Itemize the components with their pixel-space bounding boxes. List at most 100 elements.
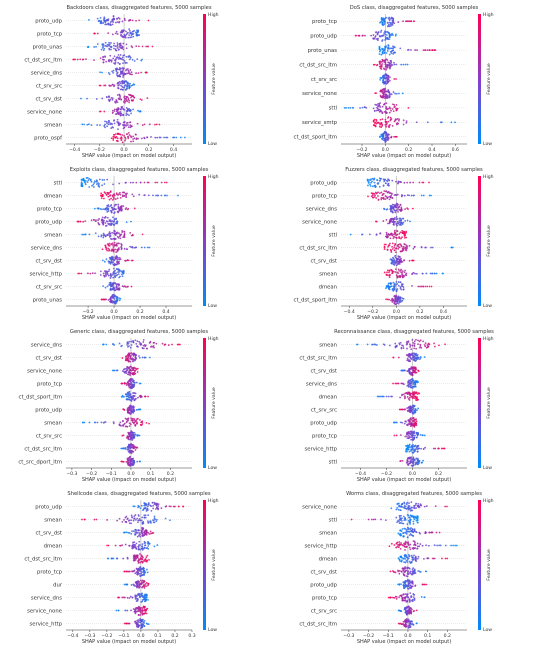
shap-point: [388, 274, 391, 277]
shap-point: [128, 443, 131, 446]
shap-point: [164, 181, 166, 184]
shap-point: [416, 409, 418, 412]
colorbar-high-label: High: [483, 336, 494, 342]
shap-point: [408, 450, 411, 453]
shap-point: [401, 459, 404, 462]
shap-point: [128, 369, 131, 372]
shap-point: [105, 258, 108, 261]
shap-point: [414, 444, 416, 447]
shap-point: [129, 460, 132, 463]
shap-point: [100, 192, 103, 195]
shap-point: [379, 76, 382, 79]
shap-point: [117, 61, 120, 64]
feature-label: proto_tcp: [37, 206, 63, 212]
shap-point: [117, 122, 120, 125]
shap-point: [407, 106, 410, 109]
shap-point: [400, 63, 403, 66]
shap-point: [108, 198, 111, 201]
shap-point: [384, 74, 386, 77]
shap-point: [410, 194, 413, 197]
shap-point: [402, 119, 405, 122]
shap-point: [405, 449, 408, 451]
shap-point: [420, 194, 423, 197]
shap-point: [417, 407, 420, 410]
shap-point: [150, 346, 152, 348]
shap-point: [107, 192, 110, 195]
shap-point: [377, 191, 379, 194]
shap-point: [128, 28, 131, 31]
shap-point: [413, 366, 416, 369]
shap-point: [125, 196, 128, 199]
shap-point: [418, 392, 420, 395]
x-tick-label: −0.2: [94, 147, 105, 153]
shap-point: [406, 393, 409, 395]
shap-point: [380, 77, 383, 79]
shap-point: [112, 557, 115, 560]
shap-point: [406, 450, 408, 453]
shap-point: [139, 569, 142, 572]
shap-point: [146, 520, 149, 523]
shap-point: [132, 459, 135, 462]
shap-point: [103, 47, 106, 50]
shap-point: [135, 137, 138, 140]
shap-point: [442, 272, 444, 275]
shap-point: [388, 233, 391, 236]
colorbar: [478, 338, 481, 468]
shap-point: [129, 464, 132, 466]
shap-point: [420, 246, 423, 249]
colorbar-high-label: High: [208, 12, 219, 18]
shap-point: [383, 59, 385, 62]
shap-point: [413, 194, 415, 197]
shap-point: [400, 206, 403, 209]
shap-point: [114, 45, 117, 48]
shap-point: [408, 194, 410, 197]
shap-point: [113, 224, 115, 227]
shap-point: [398, 223, 401, 226]
shap-point: [391, 49, 394, 52]
shap-point: [384, 243, 387, 246]
shap-point: [384, 90, 387, 93]
shap-point: [106, 96, 108, 99]
shap-point: [106, 18, 109, 21]
shap-point: [126, 393, 129, 396]
shap-point: [100, 235, 103, 238]
shap-point: [116, 283, 119, 285]
shap-point: [127, 437, 130, 440]
shap-point: [416, 380, 419, 383]
shap-point: [110, 197, 113, 200]
shap-point: [104, 21, 107, 24]
shap-point: [398, 206, 401, 208]
shap-point: [126, 518, 129, 521]
shap-point: [389, 208, 392, 211]
shap-point: [375, 192, 378, 195]
shap-point: [388, 92, 391, 95]
shap-point: [124, 61, 127, 64]
shap-point: [411, 422, 413, 425]
shap-point: [118, 68, 121, 71]
shap-point: [128, 340, 131, 343]
feature-label: service_http: [305, 446, 338, 452]
shap-point: [134, 367, 137, 370]
shap-point: [118, 247, 120, 249]
feature-label: proto_tcp: [312, 19, 338, 25]
shap-point: [390, 299, 392, 302]
shap-point: [113, 300, 116, 303]
x-axis-label: SHAP value (impact on model output): [357, 315, 451, 321]
shap-point: [87, 272, 89, 275]
shap-point: [387, 61, 389, 64]
shap-point: [141, 347, 144, 350]
shap-point: [376, 33, 379, 35]
shap-point: [108, 249, 110, 252]
shap-point: [378, 45, 381, 48]
shap-point: [382, 50, 385, 52]
shap-point: [122, 48, 125, 51]
shap-point: [395, 104, 398, 106]
shap-point: [361, 233, 364, 236]
shap-point: [396, 230, 398, 232]
shap-point: [133, 83, 136, 86]
shap-point: [158, 123, 161, 126]
shap-point: [382, 395, 385, 398]
shap-point: [388, 271, 390, 274]
shap-point: [118, 56, 121, 59]
shap-point: [135, 381, 138, 384]
